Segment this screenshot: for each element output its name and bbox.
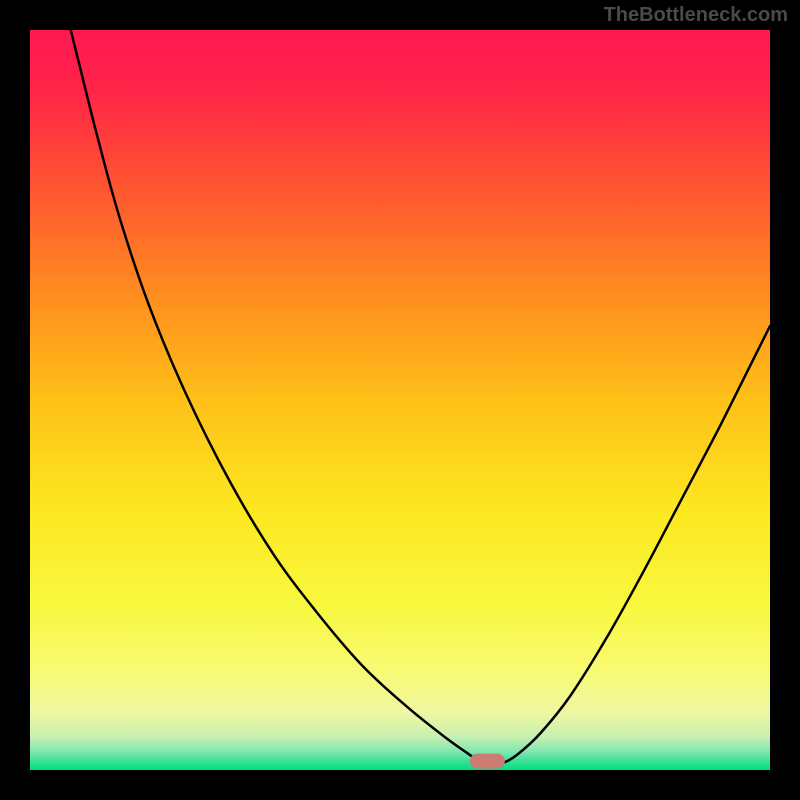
chart-svg xyxy=(0,0,800,800)
valley-marker xyxy=(470,754,504,768)
bottleneck-chart: TheBottleneck.com xyxy=(0,0,800,800)
attribution-text: TheBottleneck.com xyxy=(604,4,788,27)
